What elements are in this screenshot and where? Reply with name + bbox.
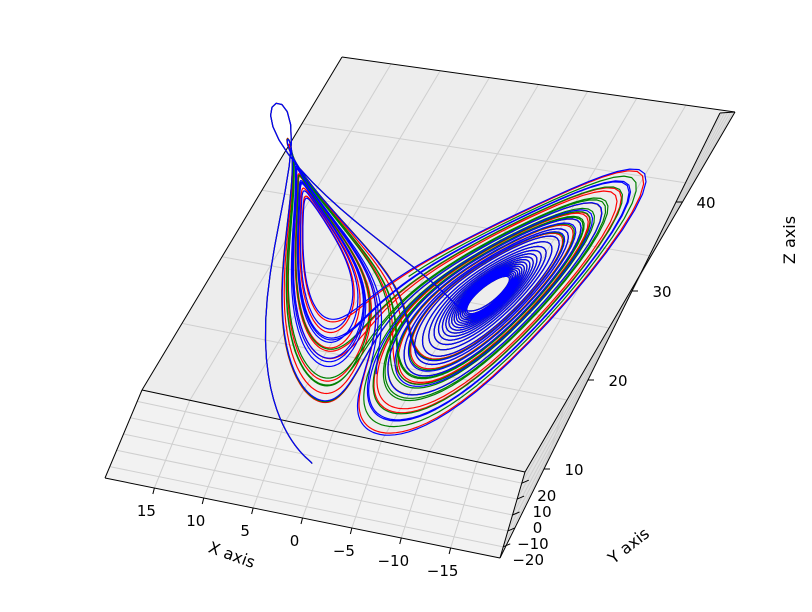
- series-layer: [264, 102, 647, 464]
- y-tick-mark: [516, 495, 525, 500]
- x-tick-label: −10: [377, 552, 409, 570]
- pane-edge: [524, 111, 736, 473]
- grid-line: [675, 183, 694, 203]
- x-tick-label: −15: [427, 562, 459, 580]
- y-axis-title: Y axis: [603, 524, 652, 568]
- grid-line: [587, 327, 610, 381]
- x-tick-label: −5: [333, 542, 355, 560]
- grid-line: [516, 112, 731, 500]
- pane-edge: [341, 56, 736, 113]
- y-tick-mark: [507, 527, 516, 532]
- grid-line: [116, 449, 508, 532]
- y-tick-label: 0: [533, 519, 543, 537]
- z-tick-label: 10: [564, 461, 583, 479]
- z-tick-label: 30: [652, 283, 671, 301]
- grid-line: [261, 189, 652, 257]
- y-tick-label: −20: [512, 551, 544, 569]
- y-tick-label: 20: [537, 487, 556, 505]
- y-tick-label: −10: [517, 535, 549, 553]
- y-tick-label: 10: [533, 503, 552, 521]
- z-axis-line: [499, 112, 721, 559]
- z-tick-label: 20: [608, 372, 627, 390]
- pane-edge: [719, 111, 736, 114]
- x-tick-mark: [399, 537, 402, 545]
- pane-edge: [141, 56, 343, 391]
- grid-line: [109, 466, 504, 548]
- x-tick-mark: [201, 497, 205, 505]
- x-tick-mark: [349, 527, 353, 535]
- x-tick-label: 0: [290, 532, 300, 550]
- z-tick-label: 40: [696, 194, 715, 212]
- grid-line: [137, 400, 522, 484]
- pane-edge: [141, 389, 526, 473]
- grid-line: [123, 433, 513, 516]
- x-tick-label: 10: [186, 512, 205, 530]
- x-tick-mark: [448, 547, 452, 555]
- x-axis-title: X axis: [206, 538, 258, 572]
- x-tick-mark: [152, 487, 155, 495]
- x-tick-mark: [251, 507, 254, 515]
- x-tick-label: 15: [137, 502, 156, 520]
- grid-line: [521, 111, 734, 484]
- grid-line: [301, 123, 694, 185]
- grid-line: [512, 112, 728, 516]
- x-tick-mark: [300, 517, 303, 525]
- grid-line: [543, 399, 568, 470]
- pane-edge: [104, 389, 143, 479]
- x-tick-label: 5: [240, 522, 250, 540]
- grid-line: [130, 417, 518, 500]
- y-tick-mark: [521, 479, 529, 484]
- y-tick-mark: [503, 543, 511, 548]
- z-axis-title: Z axis: [780, 216, 799, 264]
- y-tick-mark: [512, 511, 520, 516]
- trajectory-line-3: [264, 102, 647, 464]
